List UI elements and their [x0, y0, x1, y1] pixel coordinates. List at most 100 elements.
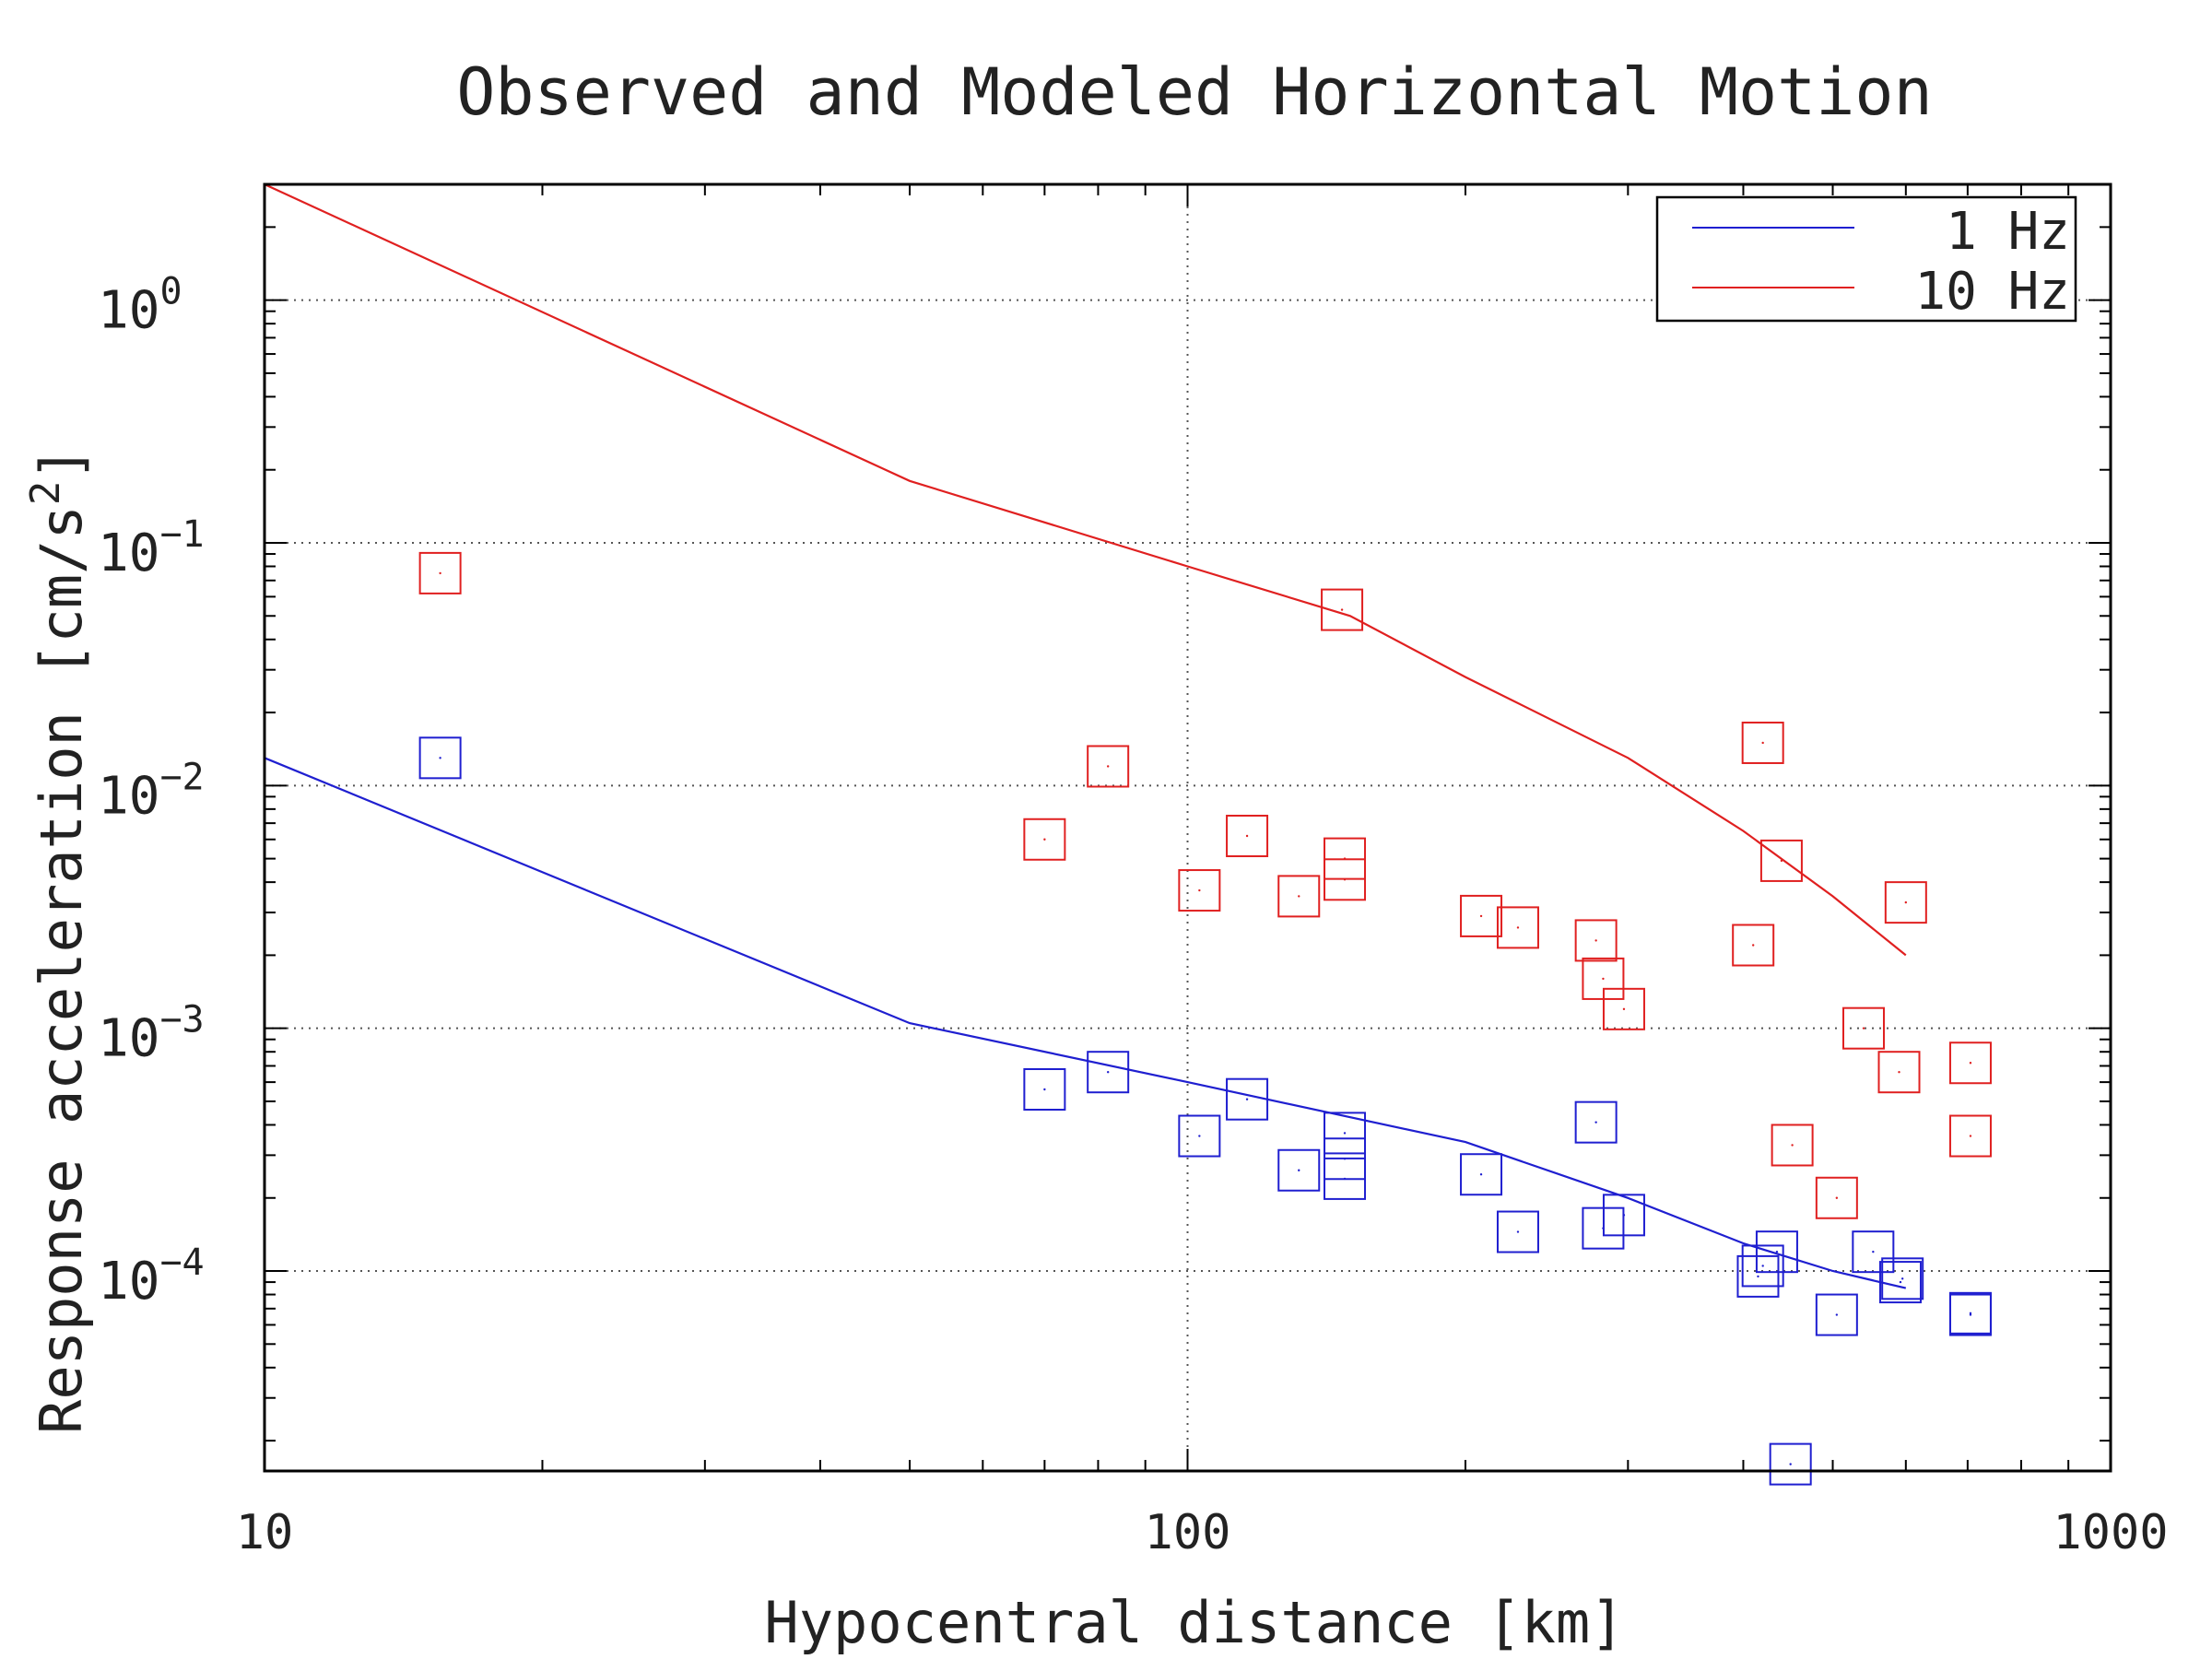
x-tick-label: 10: [236, 1505, 294, 1560]
observed-point-dot-10hz: [1106, 765, 1110, 768]
x-tick-label: 1000: [2053, 1505, 2168, 1560]
observed-point-dot-10hz: [439, 571, 441, 575]
observed-point-1hz: [1769, 1442, 1812, 1486]
observed-point-dot-1hz: [1516, 1230, 1520, 1233]
observed-point-dot-1hz: [1245, 1098, 1249, 1100]
observed-point-10hz: [1841, 1006, 1885, 1050]
observed-point-10hz: [1324, 858, 1367, 901]
observed-point-1hz: [1948, 1291, 1992, 1335]
x-axis-label: Hypocentral distance [km]: [764, 1589, 1624, 1656]
chart-title: Observed and Modeled Horizontal Motion: [456, 54, 1932, 130]
observed-point-dot-10hz: [1969, 1062, 1972, 1065]
observed-point-dot-10hz: [1761, 741, 1764, 745]
y-axis-label-end: ]: [28, 446, 95, 480]
observed-point-1hz: [1087, 1051, 1130, 1094]
observed-point-dot-1hz: [1969, 1313, 1972, 1316]
observed-point-10hz: [1023, 818, 1066, 861]
observed-point-1hz: [1755, 1230, 1798, 1274]
observed-point-dot-10hz: [1835, 1196, 1839, 1199]
observed-point-dot-1hz: [1835, 1313, 1839, 1316]
observed-point-1hz: [1574, 1100, 1618, 1144]
y-tick-label-base: 10: [98, 766, 159, 826]
observed-point-dot-1hz: [1594, 1121, 1597, 1124]
x-tick-label: 100: [1145, 1505, 1231, 1560]
observed-point-dot-10hz: [1245, 834, 1249, 838]
y-tick-label: 10−3: [98, 999, 205, 1069]
observed-point-dot-1hz: [1969, 1312, 1972, 1315]
observed-point-1hz: [1736, 1254, 1780, 1298]
observed-point-10hz: [1277, 875, 1321, 918]
legend-label-10hz: 10 Hz: [1914, 262, 2070, 322]
observed-point-1hz: [1178, 1114, 1221, 1158]
observed-point-dot-10hz: [1340, 608, 1344, 611]
observed-point-1hz: [1226, 1077, 1269, 1121]
y-tick-label-base: 10: [98, 1009, 159, 1069]
observed-point-10hz: [1178, 869, 1221, 912]
observed-point-1hz: [1023, 1067, 1066, 1111]
y-tick-label-exponent: 0: [159, 271, 182, 313]
legend: 1 Hz 10 Hz: [1655, 195, 2077, 323]
observed-point-dot-1hz: [1298, 1169, 1300, 1171]
observed-point-dot-10hz: [1043, 838, 1046, 841]
observed-point-10hz: [1948, 1114, 1992, 1158]
data-series: [264, 183, 1992, 1486]
observed-point-dot-10hz: [1479, 914, 1483, 918]
observed-point-dot-1hz: [1343, 1132, 1347, 1135]
y-tick-label-exponent: −4: [159, 1241, 204, 1284]
observed-point-10hz: [1741, 721, 1784, 764]
observed-point-dot-10hz: [1622, 1007, 1626, 1011]
observed-point-10hz: [1602, 987, 1645, 1030]
observed-point-10hz: [418, 551, 462, 594]
observed-point-dot-1hz: [1775, 1250, 1779, 1253]
observed-point-dot-1hz: [1479, 1173, 1483, 1176]
observed-point-1hz: [1277, 1148, 1321, 1192]
observed-point-dot-10hz: [1898, 1071, 1900, 1074]
observed-point-dot-1hz: [1757, 1275, 1759, 1278]
observed-point-dot-1hz: [1872, 1250, 1875, 1253]
observed-point-dot-1hz: [1789, 1463, 1792, 1465]
observed-point-1hz: [1602, 1194, 1645, 1237]
observed-point-dot-10hz: [1969, 1135, 1972, 1137]
observed-point-1hz: [1324, 1157, 1367, 1200]
y-tick-label: 10−1: [98, 513, 205, 583]
y-tick-label-base: 10: [98, 281, 159, 341]
model-line-1hz: [264, 757, 1907, 1289]
y-tick-label-exponent: −1: [159, 513, 204, 556]
legend-label-1hz: 1 Hz: [1946, 202, 2070, 262]
observed-point-dot-1hz: [1622, 1214, 1626, 1217]
observed-point-1hz: [1460, 1153, 1503, 1196]
observed-point-10hz: [1574, 919, 1618, 962]
observed-point-10hz: [1948, 1041, 1992, 1085]
observed-point-dot-10hz: [1198, 888, 1201, 892]
observed-point-1hz: [1324, 1112, 1367, 1155]
y-tick-label-exponent: −2: [159, 756, 204, 798]
observed-point-10hz: [1732, 924, 1775, 967]
observed-point-10hz: [1087, 745, 1130, 788]
y-axis-label: Response acceleration [cm/s2]: [22, 446, 95, 1434]
observed-point-dot-1hz: [439, 757, 441, 759]
observed-point-10hz: [1884, 881, 1927, 924]
observed-point-dot-10hz: [1298, 895, 1300, 898]
observed-point-1hz: [1852, 1230, 1895, 1274]
observed-point-dot-10hz: [1862, 1027, 1865, 1030]
observed-point-dot-1hz: [1198, 1135, 1201, 1137]
observed-point-10hz: [1759, 839, 1803, 882]
observed-point-1hz: [1741, 1244, 1784, 1288]
observed-point-dot-10hz: [1791, 1144, 1794, 1147]
observed-point-1hz: [1878, 1261, 1922, 1304]
y-tick-label-base: 10: [98, 524, 159, 583]
observed-point-1hz: [1881, 1257, 1924, 1300]
observed-point-10hz: [1226, 815, 1269, 858]
observed-point-dot-1hz: [1900, 1277, 1904, 1280]
observed-point-dot-10hz: [1780, 859, 1783, 863]
observed-point-dot-10hz: [1343, 878, 1347, 881]
y-tick-label: 10−2: [98, 756, 205, 826]
legend-box: [1655, 195, 2077, 323]
x-tick-labels: 10 100 1000: [236, 1505, 2169, 1560]
observed-point-dot-10hz: [1602, 977, 1605, 981]
y-tick-label: 10−4: [98, 1241, 205, 1312]
y-axis-label-superscript: 2: [22, 481, 69, 506]
axis-ticks: [264, 183, 2111, 1471]
observed-point-1hz: [418, 736, 462, 780]
